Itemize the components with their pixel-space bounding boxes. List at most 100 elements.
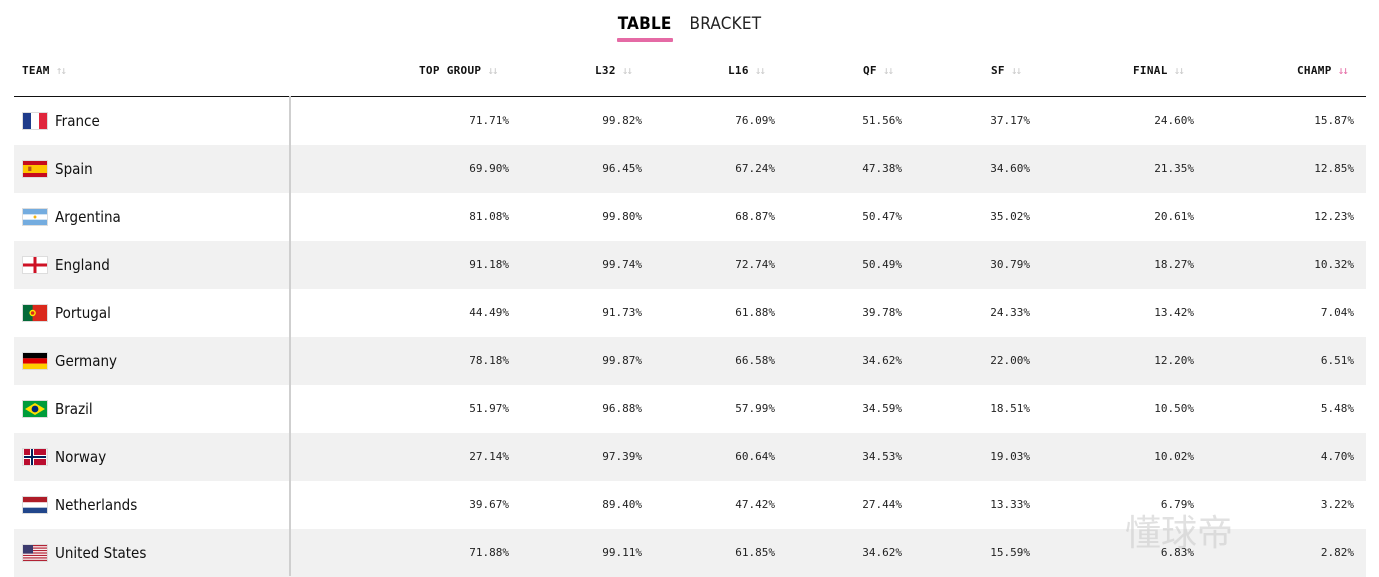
sort-desc-active-icon: ↓↓ (1337, 64, 1349, 77)
cell-final: 12.20% (1154, 354, 1194, 367)
cell-champ: 10.32% (1314, 258, 1354, 271)
cell-final: 6.83% (1160, 546, 1194, 559)
cell-qf: 34.53% (862, 450, 902, 463)
cell-champ: 12.23% (1314, 210, 1354, 223)
team-name: Germany (55, 352, 117, 370)
column-label: L16 (728, 64, 749, 77)
team-cell: Germany (22, 337, 117, 385)
column-header-champ[interactable]: CHAMP ↓↓ (1297, 64, 1349, 77)
column-label: CHAMP (1297, 64, 1332, 77)
cell-l32: 91.73% (602, 306, 642, 319)
cell-final: 20.61% (1154, 210, 1194, 223)
column-header-l32[interactable]: L32 ↓↓ (595, 64, 633, 77)
cell-top-group: 39.67% (469, 498, 509, 511)
brazil-flag-icon (22, 400, 48, 418)
view-tabs: TABLE BRACKET (0, 14, 1379, 42)
cell-l16: 68.87% (735, 210, 775, 223)
team-cell: England (22, 241, 110, 289)
cell-sf: 22.00% (990, 354, 1030, 367)
team-cell: United States (22, 529, 146, 577)
column-header-top-group[interactable]: TOP GROUP ↓↓ (419, 64, 499, 77)
cell-l16: 60.64% (735, 450, 775, 463)
cell-top-group: 91.18% (469, 258, 509, 271)
cell-final: 6.79% (1160, 498, 1194, 511)
cell-l16: 72.74% (735, 258, 775, 271)
argentina-flag-icon (22, 208, 48, 226)
cell-l32: 99.11% (602, 546, 642, 559)
cell-top-group: 51.97% (469, 402, 509, 415)
cell-sf: 24.33% (990, 306, 1030, 319)
table-row[interactable]: England 91.18% 99.74% 72.74% 50.49% 30.79% 18.… (14, 241, 1366, 289)
team-name: Portugal (55, 304, 111, 322)
column-label: TOP GROUP (419, 64, 482, 77)
netherlands-flag-icon (22, 496, 48, 514)
cell-final: 10.50% (1154, 402, 1194, 415)
cell-l16: 61.85% (735, 546, 775, 559)
sort-desc-icon: ↓↓ (487, 64, 498, 77)
table-row[interactable]: Portugal 44.49% 91.73% 61.88% 39.78% 24.33% 13… (14, 289, 1366, 337)
cell-l32: 96.45% (602, 162, 642, 175)
cell-top-group: 81.08% (469, 210, 509, 223)
cell-qf: 39.78% (862, 306, 902, 319)
sort-desc-icon: ↓↓ (621, 64, 633, 77)
cell-champ: 12.85% (1314, 162, 1354, 175)
table-header: TEAM ↑↓ TOP GROUP ↓↓ L32 ↓↓ L16 ↓↓ QF ↓↓… (14, 48, 1366, 97)
table-row[interactable]: Brazil 51.97% 96.88% 57.99% 34.59% 18.51% 10.5… (14, 385, 1366, 433)
cell-l16: 76.09% (735, 114, 775, 127)
cell-sf: 18.51% (990, 402, 1030, 415)
team-cell: Portugal (22, 289, 111, 337)
portugal-flag-icon (22, 304, 48, 322)
team-name: England (55, 256, 110, 274)
team-cell: Netherlands (22, 481, 137, 529)
team-cell: Brazil (22, 385, 93, 433)
table-row[interactable]: Spain 69.90% 96.45% 67.24% 47.38% 34.60% 21.35… (14, 145, 1366, 193)
cell-l16: 57.99% (735, 402, 775, 415)
team-name: Spain (55, 160, 93, 178)
cell-l32: 97.39% (602, 450, 642, 463)
tab-bracket[interactable]: BRACKET (689, 14, 762, 34)
team-name: Netherlands (55, 496, 138, 514)
column-label: TEAM (22, 64, 50, 77)
england-flag-icon (22, 256, 48, 274)
column-header-team[interactable]: TEAM ↑↓ (22, 64, 67, 77)
cell-champ: 7.04% (1320, 306, 1354, 319)
tab-table[interactable]: TABLE (616, 14, 673, 42)
team-cell: Argentina (22, 193, 121, 241)
column-label: FINAL (1133, 64, 1168, 77)
table-row[interactable]: Netherlands 39.67% 89.40% 47.42% 27.44% 13.33… (14, 481, 1366, 529)
cell-sf: 15.59% (990, 546, 1030, 559)
table-row[interactable]: France 71.71% 99.82% 76.09% 51.56% 37.17% 24.6… (14, 97, 1366, 145)
column-header-sf[interactable]: SF ↓↓ (991, 64, 1022, 77)
cell-top-group: 44.49% (469, 306, 509, 319)
team-cell: Norway (22, 433, 106, 481)
spain-flag-icon (22, 160, 48, 178)
table-row[interactable]: Germany 78.18% 99.87% 66.58% 34.62% 22.00% 12.… (14, 337, 1366, 385)
cell-top-group: 71.71% (469, 114, 509, 127)
sort-desc-icon: ↓↓ (1010, 64, 1022, 77)
column-header-final[interactable]: FINAL ↓↓ (1133, 64, 1185, 77)
cell-l16: 66.58% (735, 354, 775, 367)
team-cell: Spain (22, 145, 93, 193)
cell-champ: 6.51% (1320, 354, 1354, 367)
column-label: SF (991, 64, 1005, 77)
column-label: L32 (595, 64, 616, 77)
cell-sf: 30.79% (990, 258, 1030, 271)
table-row[interactable]: United States 71.88% 99.11% 61.85% 34.62% 15.… (14, 529, 1366, 577)
table-row[interactable]: Argentina 81.08% 99.80% 68.87% 50.47% 35.02% 2… (14, 193, 1366, 241)
cell-top-group: 78.18% (469, 354, 509, 367)
table-row[interactable]: Norway 27.14% 97.39% 60.64% 34.53% 19.03% 10.0… (14, 433, 1366, 481)
cell-sf: 13.33% (990, 498, 1030, 511)
cell-top-group: 69.90% (469, 162, 509, 175)
cell-sf: 34.60% (990, 162, 1030, 175)
column-header-qf[interactable]: QF ↓↓ (863, 64, 894, 77)
germany-flag-icon (22, 352, 48, 370)
team-name: Argentina (55, 208, 121, 226)
column-header-l16[interactable]: L16 ↓↓ (728, 64, 766, 77)
cell-final: 18.27% (1154, 258, 1194, 271)
cell-l32: 99.87% (602, 354, 642, 367)
cell-qf: 51.56% (862, 114, 902, 127)
cell-champ: 4.70% (1320, 450, 1354, 463)
cell-l32: 89.40% (602, 498, 642, 511)
norway-flag-icon (22, 448, 48, 466)
cell-top-group: 71.88% (469, 546, 509, 559)
